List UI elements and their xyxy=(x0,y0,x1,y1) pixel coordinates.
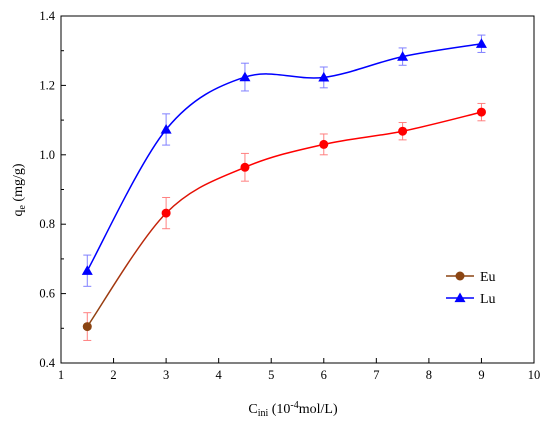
data-point xyxy=(239,71,251,82)
y-tick-label: 1.4 xyxy=(39,9,55,23)
y-tick-label: 0.8 xyxy=(39,217,55,231)
y-tick-label: 0.6 xyxy=(39,287,55,301)
legend-label: Eu xyxy=(480,270,496,285)
x-tick-label: 2 xyxy=(110,368,116,382)
legend: Eu Lu xyxy=(446,270,496,307)
x-axis-title: Cini (10-4mol/L) xyxy=(248,400,338,419)
x-tick-label: 9 xyxy=(478,368,484,382)
y-tick-label: 1.2 xyxy=(39,78,55,92)
legend-label: Lu xyxy=(480,292,496,307)
data-point xyxy=(82,322,92,332)
legend-marker xyxy=(454,292,466,303)
series-layer xyxy=(81,34,487,341)
series-eu xyxy=(82,102,486,341)
x-tick-label: 6 xyxy=(321,368,327,382)
x-tick-label: 4 xyxy=(216,368,223,382)
axes-layer: 1 2 3 4 5 6 7 8 9 10 0.4 0.6 0.8 1.0 1.2 1.4 xyxy=(39,9,540,382)
data-point xyxy=(318,71,330,82)
y-tick-label: 1.0 xyxy=(39,148,55,162)
data-point xyxy=(398,126,408,136)
series-line-eu xyxy=(86,111,482,327)
y-tick-label: 0.4 xyxy=(39,356,55,370)
legend-item-eu: Eu xyxy=(446,270,496,285)
legend-item-lu: Lu xyxy=(446,292,496,307)
data-point xyxy=(476,107,486,117)
legend-marker xyxy=(455,271,465,281)
data-point xyxy=(240,162,250,172)
x-tick-label: 8 xyxy=(426,368,432,382)
data-point xyxy=(81,265,93,275)
data-point xyxy=(161,208,171,218)
plot-frame xyxy=(60,15,535,364)
x-tick-label: 1 xyxy=(58,368,64,382)
x-tick-label: 10 xyxy=(528,368,541,382)
data-point xyxy=(397,51,409,61)
data-point xyxy=(475,38,487,48)
data-point xyxy=(319,139,329,149)
x-tick-label: 3 xyxy=(163,368,169,382)
x-tick-label: 5 xyxy=(268,368,274,382)
y-axis-title: qe (mg/g) xyxy=(11,163,28,216)
x-tick-label: 7 xyxy=(373,368,379,382)
series-lu xyxy=(81,34,487,287)
data-point xyxy=(160,123,172,134)
